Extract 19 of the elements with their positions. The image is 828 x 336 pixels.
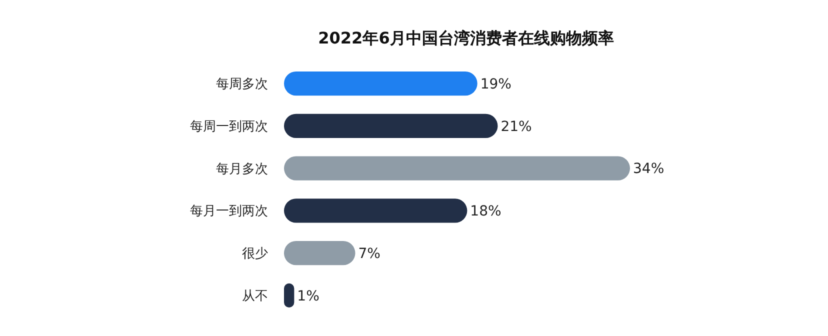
y-tick-label: 每月多次 xyxy=(216,162,268,177)
bar xyxy=(284,240,356,266)
y-tick-label: 从不 xyxy=(242,288,268,304)
data-label: 34% xyxy=(633,161,664,178)
bar xyxy=(284,71,478,96)
data-label: 21% xyxy=(500,118,532,135)
bar xyxy=(284,198,468,223)
data-label: 7% xyxy=(358,246,380,262)
data-label: 19% xyxy=(480,76,512,92)
chart-title: 2022年6月中国台湾消费者在线购物频率 xyxy=(318,28,614,48)
data-label: 18% xyxy=(470,204,502,220)
y-tick-label: 很少 xyxy=(242,246,268,262)
bar xyxy=(284,156,630,180)
bar xyxy=(284,283,294,308)
y-tick-label: 每周多次 xyxy=(216,77,268,92)
data-label: 1% xyxy=(297,288,320,304)
y-tick-label: 每月一到两次 xyxy=(190,204,268,220)
y-tick-label: 每周一到两次 xyxy=(190,119,268,134)
bar xyxy=(284,114,498,138)
